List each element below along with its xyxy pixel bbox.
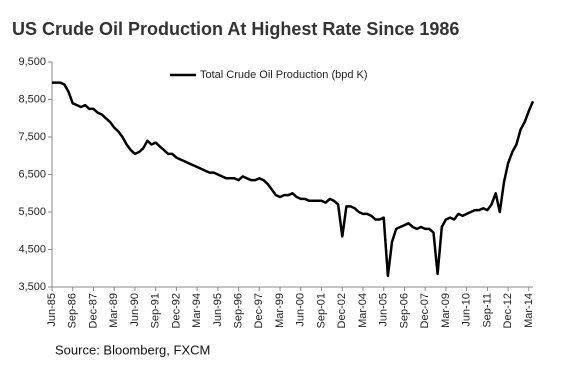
x-tick-label: Sep-91	[150, 293, 162, 328]
x-tick-label: Sep-01	[315, 293, 327, 328]
x-tick-label: Dec-12	[502, 293, 514, 328]
x-tick-label: Sep-11	[481, 293, 493, 328]
x-tick-label: Mar-14	[523, 293, 535, 328]
y-tick-label: 8,500	[18, 93, 46, 105]
x-tick-label: Dec-87	[87, 293, 99, 328]
x-tick-label: Jun-90	[129, 293, 141, 327]
x-tick-label: Dec-92	[170, 293, 182, 328]
x-tick-label: Jun-05	[378, 293, 390, 327]
x-tick-label: Sep-86	[67, 293, 79, 328]
x-tick-label: Dec-02	[336, 293, 348, 328]
y-tick-label: 9,500	[18, 56, 46, 68]
y-tick-label: 3,500	[18, 281, 46, 293]
x-tick-label: Dec-07	[419, 293, 431, 328]
x-tick-label: Sep-96	[233, 293, 245, 328]
data-line	[52, 81, 535, 278]
y-tick-label: 7,500	[18, 131, 46, 143]
x-tick-label: Mar-94	[191, 293, 203, 328]
chart-title: US Crude Oil Production At Highest Rate …	[12, 19, 459, 39]
x-tick-label: Jun-85	[46, 293, 58, 327]
x-tick-label: Dec-97	[253, 293, 265, 328]
x-tick-label: Sep-06	[398, 293, 410, 328]
x-tick-label: Mar-09	[440, 293, 452, 328]
x-tick-label: Jun-00	[295, 293, 307, 327]
y-tick-label: 5,500	[18, 206, 46, 218]
y-tick-label: 4,500	[18, 243, 46, 255]
x-tick-label: Jun-95	[212, 293, 224, 327]
y-tick-label: 6,500	[18, 168, 46, 180]
x-tick-label: Mar-89	[108, 293, 120, 328]
x-tick-label: Jun-10	[461, 293, 473, 327]
source-note: Source: Bloomberg, FXCM	[55, 342, 210, 357]
x-tick-label: Mar-99	[274, 293, 286, 328]
legend-label: Total Crude Oil Production (bpd K)	[200, 69, 368, 81]
x-tick-label: Mar-04	[357, 293, 369, 328]
